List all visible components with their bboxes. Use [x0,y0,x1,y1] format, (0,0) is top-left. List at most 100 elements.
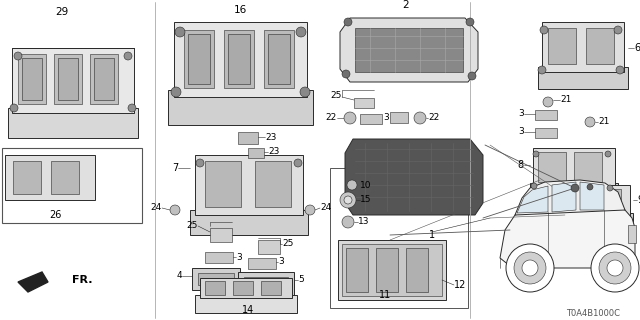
Bar [548,28,576,64]
Text: 6: 6 [634,43,640,53]
Text: 26: 26 [49,210,61,220]
Polygon shape [355,28,463,72]
Text: 21: 21 [598,117,609,126]
Circle shape [585,117,595,127]
Bar [205,281,225,295]
Text: 14: 14 [242,305,254,315]
Text: 11: 11 [379,290,391,300]
Circle shape [540,26,548,34]
Bar [13,161,41,194]
Text: 22: 22 [326,114,337,123]
Circle shape [543,97,553,107]
Polygon shape [340,18,478,82]
Bar [571,189,593,213]
Bar [224,30,254,88]
Circle shape [587,184,593,190]
Circle shape [14,52,22,60]
Bar [58,58,78,100]
Circle shape [344,18,352,26]
Text: 2: 2 [403,0,410,10]
Text: 10: 10 [360,180,371,189]
Bar [238,272,294,298]
Text: 24: 24 [151,204,162,212]
Bar [406,248,428,292]
Circle shape [571,184,579,192]
Polygon shape [552,182,576,212]
Circle shape [531,183,537,189]
Bar [542,22,624,72]
Circle shape [466,18,474,26]
Text: FR.: FR. [72,275,93,285]
Text: 23: 23 [268,148,280,156]
Text: 3: 3 [383,114,388,123]
Polygon shape [517,186,548,213]
Bar [538,67,628,89]
Text: T0A4B1000C: T0A4B1000C [566,308,620,317]
Bar [192,268,240,290]
Circle shape [514,252,546,284]
Text: 23: 23 [265,132,276,141]
Bar [628,225,636,243]
Bar [195,295,297,313]
Bar [390,112,408,123]
Text: 1: 1 [429,230,435,240]
Bar [342,244,442,296]
Bar [190,210,308,235]
Bar [248,258,276,269]
Text: 3: 3 [236,252,242,261]
Text: 9: 9 [637,195,640,205]
Bar [354,98,374,108]
Polygon shape [500,205,635,268]
Circle shape [175,27,185,37]
Circle shape [468,72,476,80]
Polygon shape [515,180,625,215]
Bar [346,248,368,292]
Bar [210,228,232,242]
Bar [94,58,114,100]
Polygon shape [345,139,483,215]
Bar [258,240,280,254]
Circle shape [614,26,622,34]
Bar [198,273,234,285]
Bar [174,22,307,97]
Circle shape [344,112,356,124]
Bar [255,161,291,207]
Circle shape [605,151,611,157]
Bar [8,108,138,138]
Circle shape [340,192,356,208]
Bar [233,281,253,295]
Circle shape [296,27,306,37]
Bar [188,34,210,84]
Polygon shape [18,272,48,292]
Bar [376,248,398,292]
Text: 5: 5 [298,276,304,284]
Bar [261,281,281,295]
Polygon shape [580,182,604,210]
Circle shape [196,159,204,167]
Bar [330,168,468,308]
Bar [5,155,95,200]
Bar [12,48,134,113]
Circle shape [347,180,357,190]
Bar [244,277,288,293]
Bar [248,148,264,158]
Circle shape [522,260,538,276]
Text: 3: 3 [518,109,524,118]
Bar [228,34,250,84]
Circle shape [128,104,136,112]
Bar [535,128,557,138]
Bar [586,28,614,64]
Bar [533,148,615,188]
Bar [200,278,292,298]
Circle shape [533,151,539,157]
Text: 3: 3 [278,258,284,267]
Circle shape [616,66,624,74]
Bar [22,58,42,100]
Text: 25: 25 [282,239,293,249]
Circle shape [591,244,639,292]
Bar [538,152,566,182]
Bar [90,54,118,104]
Text: 3: 3 [518,127,524,137]
Bar [264,30,294,88]
Text: 25: 25 [187,221,198,230]
